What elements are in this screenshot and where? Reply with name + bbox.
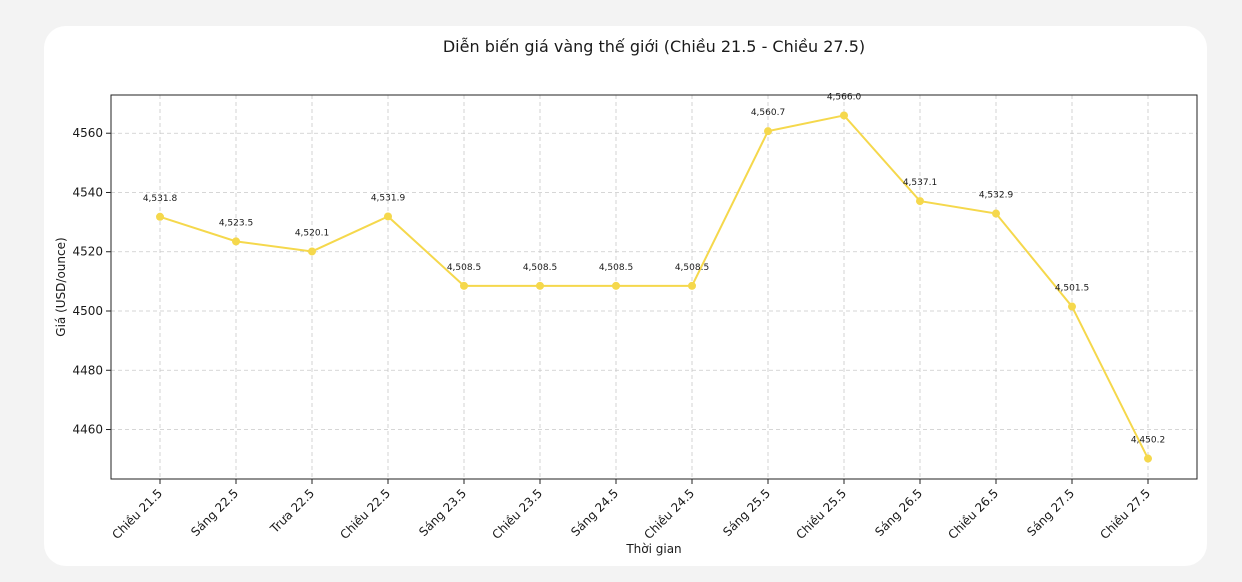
x-tick-label: Chiều 23.5: [489, 486, 545, 542]
y-tick-label: 4540: [72, 185, 103, 199]
data-point: [232, 237, 240, 246]
x-tick-label: Chiều 25.5: [793, 486, 849, 542]
data-point: [536, 281, 544, 290]
data-point: [460, 281, 468, 290]
data-label: 4,501.5: [1055, 284, 1089, 294]
y-tick-label: 4460: [72, 423, 103, 437]
y-tick-label: 4520: [72, 245, 103, 259]
data-label: 4,531.8: [143, 194, 178, 204]
data-point: [308, 247, 316, 256]
y-tick-label: 4560: [72, 126, 103, 140]
y-axis-label: Giá (USD/ounce): [54, 237, 68, 336]
x-tick-label: Chiều 27.5: [1097, 486, 1153, 542]
data-label: 4,532.9: [979, 191, 1014, 201]
x-tick-label: Chiều 24.5: [641, 486, 697, 542]
data-point: [156, 212, 164, 221]
data-label: 4,508.5: [523, 263, 557, 273]
x-tick-label: Sáng 27.5: [1024, 486, 1077, 539]
y-tick-label: 4500: [72, 304, 103, 318]
data-point: [992, 209, 1000, 218]
x-tick-label: Sáng 24.5: [568, 486, 621, 539]
data-label: 4,508.5: [447, 263, 481, 273]
x-tick-label: Trưa 22.5: [267, 486, 317, 536]
data-point: [384, 212, 392, 221]
data-label: 4,508.5: [675, 263, 709, 273]
data-label: 4,523.5: [219, 218, 253, 228]
data-point: [916, 197, 924, 206]
data-point: [1144, 454, 1152, 463]
data-point: [764, 127, 772, 136]
data-label: 4,531.9: [371, 193, 406, 203]
data-point: [612, 281, 620, 290]
plot-frame: [110, 94, 1198, 480]
x-tick-label: Sáng 23.5: [416, 486, 469, 539]
x-tick-label: Chiều 21.5: [109, 486, 165, 542]
data-point: [840, 111, 848, 120]
chart-card: [44, 26, 1207, 566]
data-label: 4,560.7: [751, 108, 785, 118]
series-line: [159, 114, 1149, 460]
x-axis-label: Thời gian: [625, 542, 681, 556]
data-label: 4,520.1: [295, 228, 329, 238]
data-point: [1068, 302, 1076, 311]
x-tick-label: Chiều 26.5: [945, 486, 1001, 542]
data-label: 4,450.2: [1131, 436, 1165, 446]
data-label: 4,508.5: [599, 263, 633, 273]
x-tick-label: Sáng 22.5: [188, 486, 241, 539]
x-tick-label: Sáng 25.5: [720, 486, 773, 539]
x-tick-label: Chiều 22.5: [337, 486, 393, 542]
data-label: 4,537.1: [903, 178, 937, 188]
data-point: [688, 281, 696, 290]
y-tick-label: 4480: [72, 363, 103, 377]
x-tick-label: Sáng 26.5: [872, 486, 925, 539]
chart-title: Diễn biến giá vàng thế giới (Chiều 21.5 …: [443, 37, 865, 56]
data-label: 4,566.0: [827, 92, 862, 102]
